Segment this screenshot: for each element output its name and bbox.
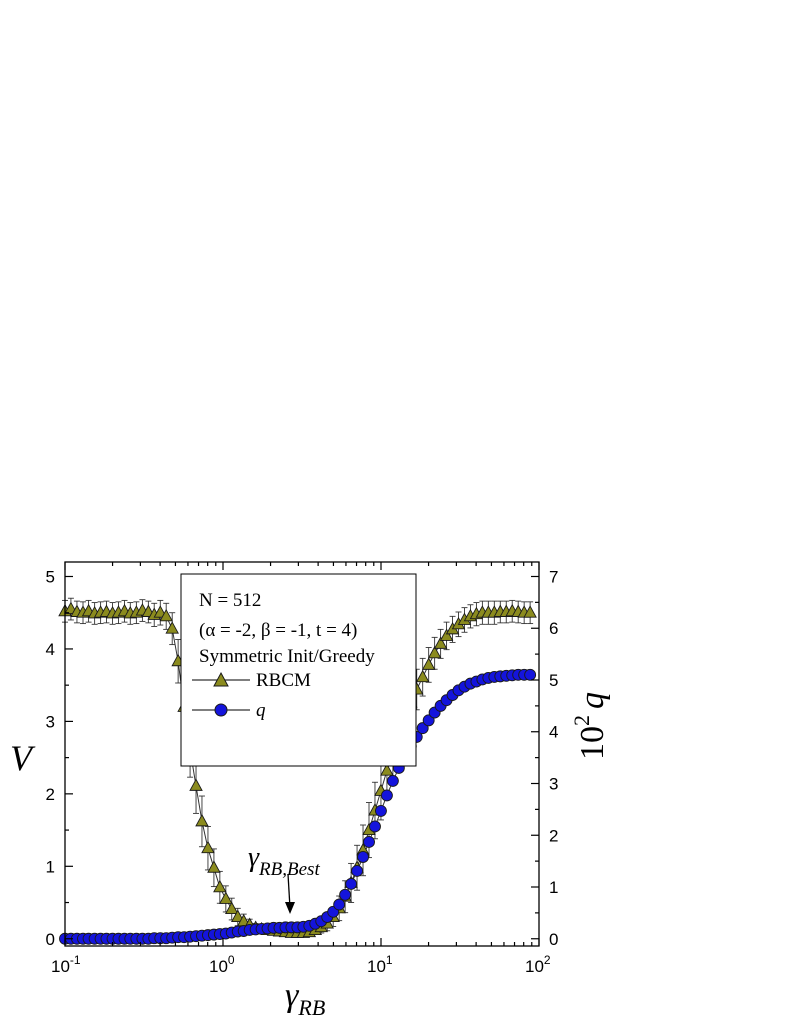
legend-line-2: (α = -2, β = -1, t = 4) (199, 620, 357, 641)
y-right-tick-label: 6 (549, 619, 558, 638)
q-point (369, 820, 381, 833)
rbcm-point (523, 605, 537, 618)
rbcm-point (439, 628, 454, 641)
y-left-tick-label: 3 (46, 712, 55, 731)
y-right-tick-label: 5 (549, 671, 558, 690)
legend-rbcm-label: RBCM (256, 670, 311, 691)
legend: N = 512 (α = -2, β = -1, t = 4) Symmetri… (180, 573, 417, 767)
rbcm-point (219, 891, 233, 904)
x-tick-label: 101 (367, 953, 393, 976)
best-gamma-arrowhead (285, 902, 295, 914)
y-left-tick-label: 4 (46, 640, 55, 659)
rbcm-point (231, 909, 245, 922)
x-tick-label: 102 (525, 953, 551, 976)
rbcm-point (213, 879, 227, 893)
y-right-tick-label: 1 (549, 878, 558, 897)
q-point (339, 888, 352, 901)
legend-line-1: N = 512 (199, 590, 261, 611)
q-point (345, 877, 358, 890)
rbcm-point (195, 813, 209, 827)
y-right-tick-label: 7 (549, 567, 558, 586)
y-right-tick-label: 4 (549, 723, 558, 742)
rbcm-point (421, 657, 436, 670)
legend-line-3: Symmetric Init/Greedy (199, 646, 375, 667)
x-axis-title: γRB (285, 977, 325, 1020)
rbcm-point (207, 860, 221, 873)
best-gamma-label: γRB,Best (248, 842, 320, 880)
y-left-tick-label: 5 (46, 567, 55, 586)
q-point (422, 714, 435, 727)
y-right-tick-label: 3 (549, 774, 558, 793)
y-left-tick-label: 1 (46, 857, 55, 876)
plot-frame (64, 561, 540, 947)
rbcm-point (433, 636, 448, 649)
y-left-tick-label: 0 (46, 930, 55, 949)
legend-q-label: q (256, 700, 266, 721)
q-point (386, 774, 399, 787)
legend-box (180, 573, 417, 767)
x-tick-label: 10-1 (51, 953, 81, 976)
q-point (416, 722, 429, 735)
legend-q-marker (214, 703, 228, 717)
rbcm-point (224, 901, 239, 914)
rbcm-point (165, 621, 179, 634)
axes: 10-1 100 101 102 0 1 2 3 4 5 0 1 2 3 4 5 6 7 (46, 561, 558, 976)
q-point (357, 851, 369, 863)
best-gamma-annotation: γRB,Best (248, 842, 320, 914)
y-right-tick-label: 2 (549, 826, 558, 845)
q-point (374, 804, 387, 817)
y-axis-left-title: V (10, 738, 36, 778)
y-axis-right-title: 102q (569, 692, 611, 760)
q-point (380, 789, 393, 802)
q-point (333, 898, 346, 911)
x-tick-label: 100 (209, 953, 235, 976)
rbcm-point (427, 645, 442, 659)
q-point (351, 865, 364, 877)
q-point (524, 668, 537, 681)
legend-rbcm-marker (213, 671, 229, 687)
rbcm-point (201, 840, 215, 854)
rbcm-point (415, 669, 430, 683)
rbcm-point (380, 763, 394, 776)
y-left-tick-label: 2 (46, 785, 55, 804)
rbcm-point (189, 778, 203, 791)
rbcm-point (159, 608, 173, 622)
q-point (363, 836, 375, 848)
y-right-tick-label: 0 (549, 930, 558, 949)
